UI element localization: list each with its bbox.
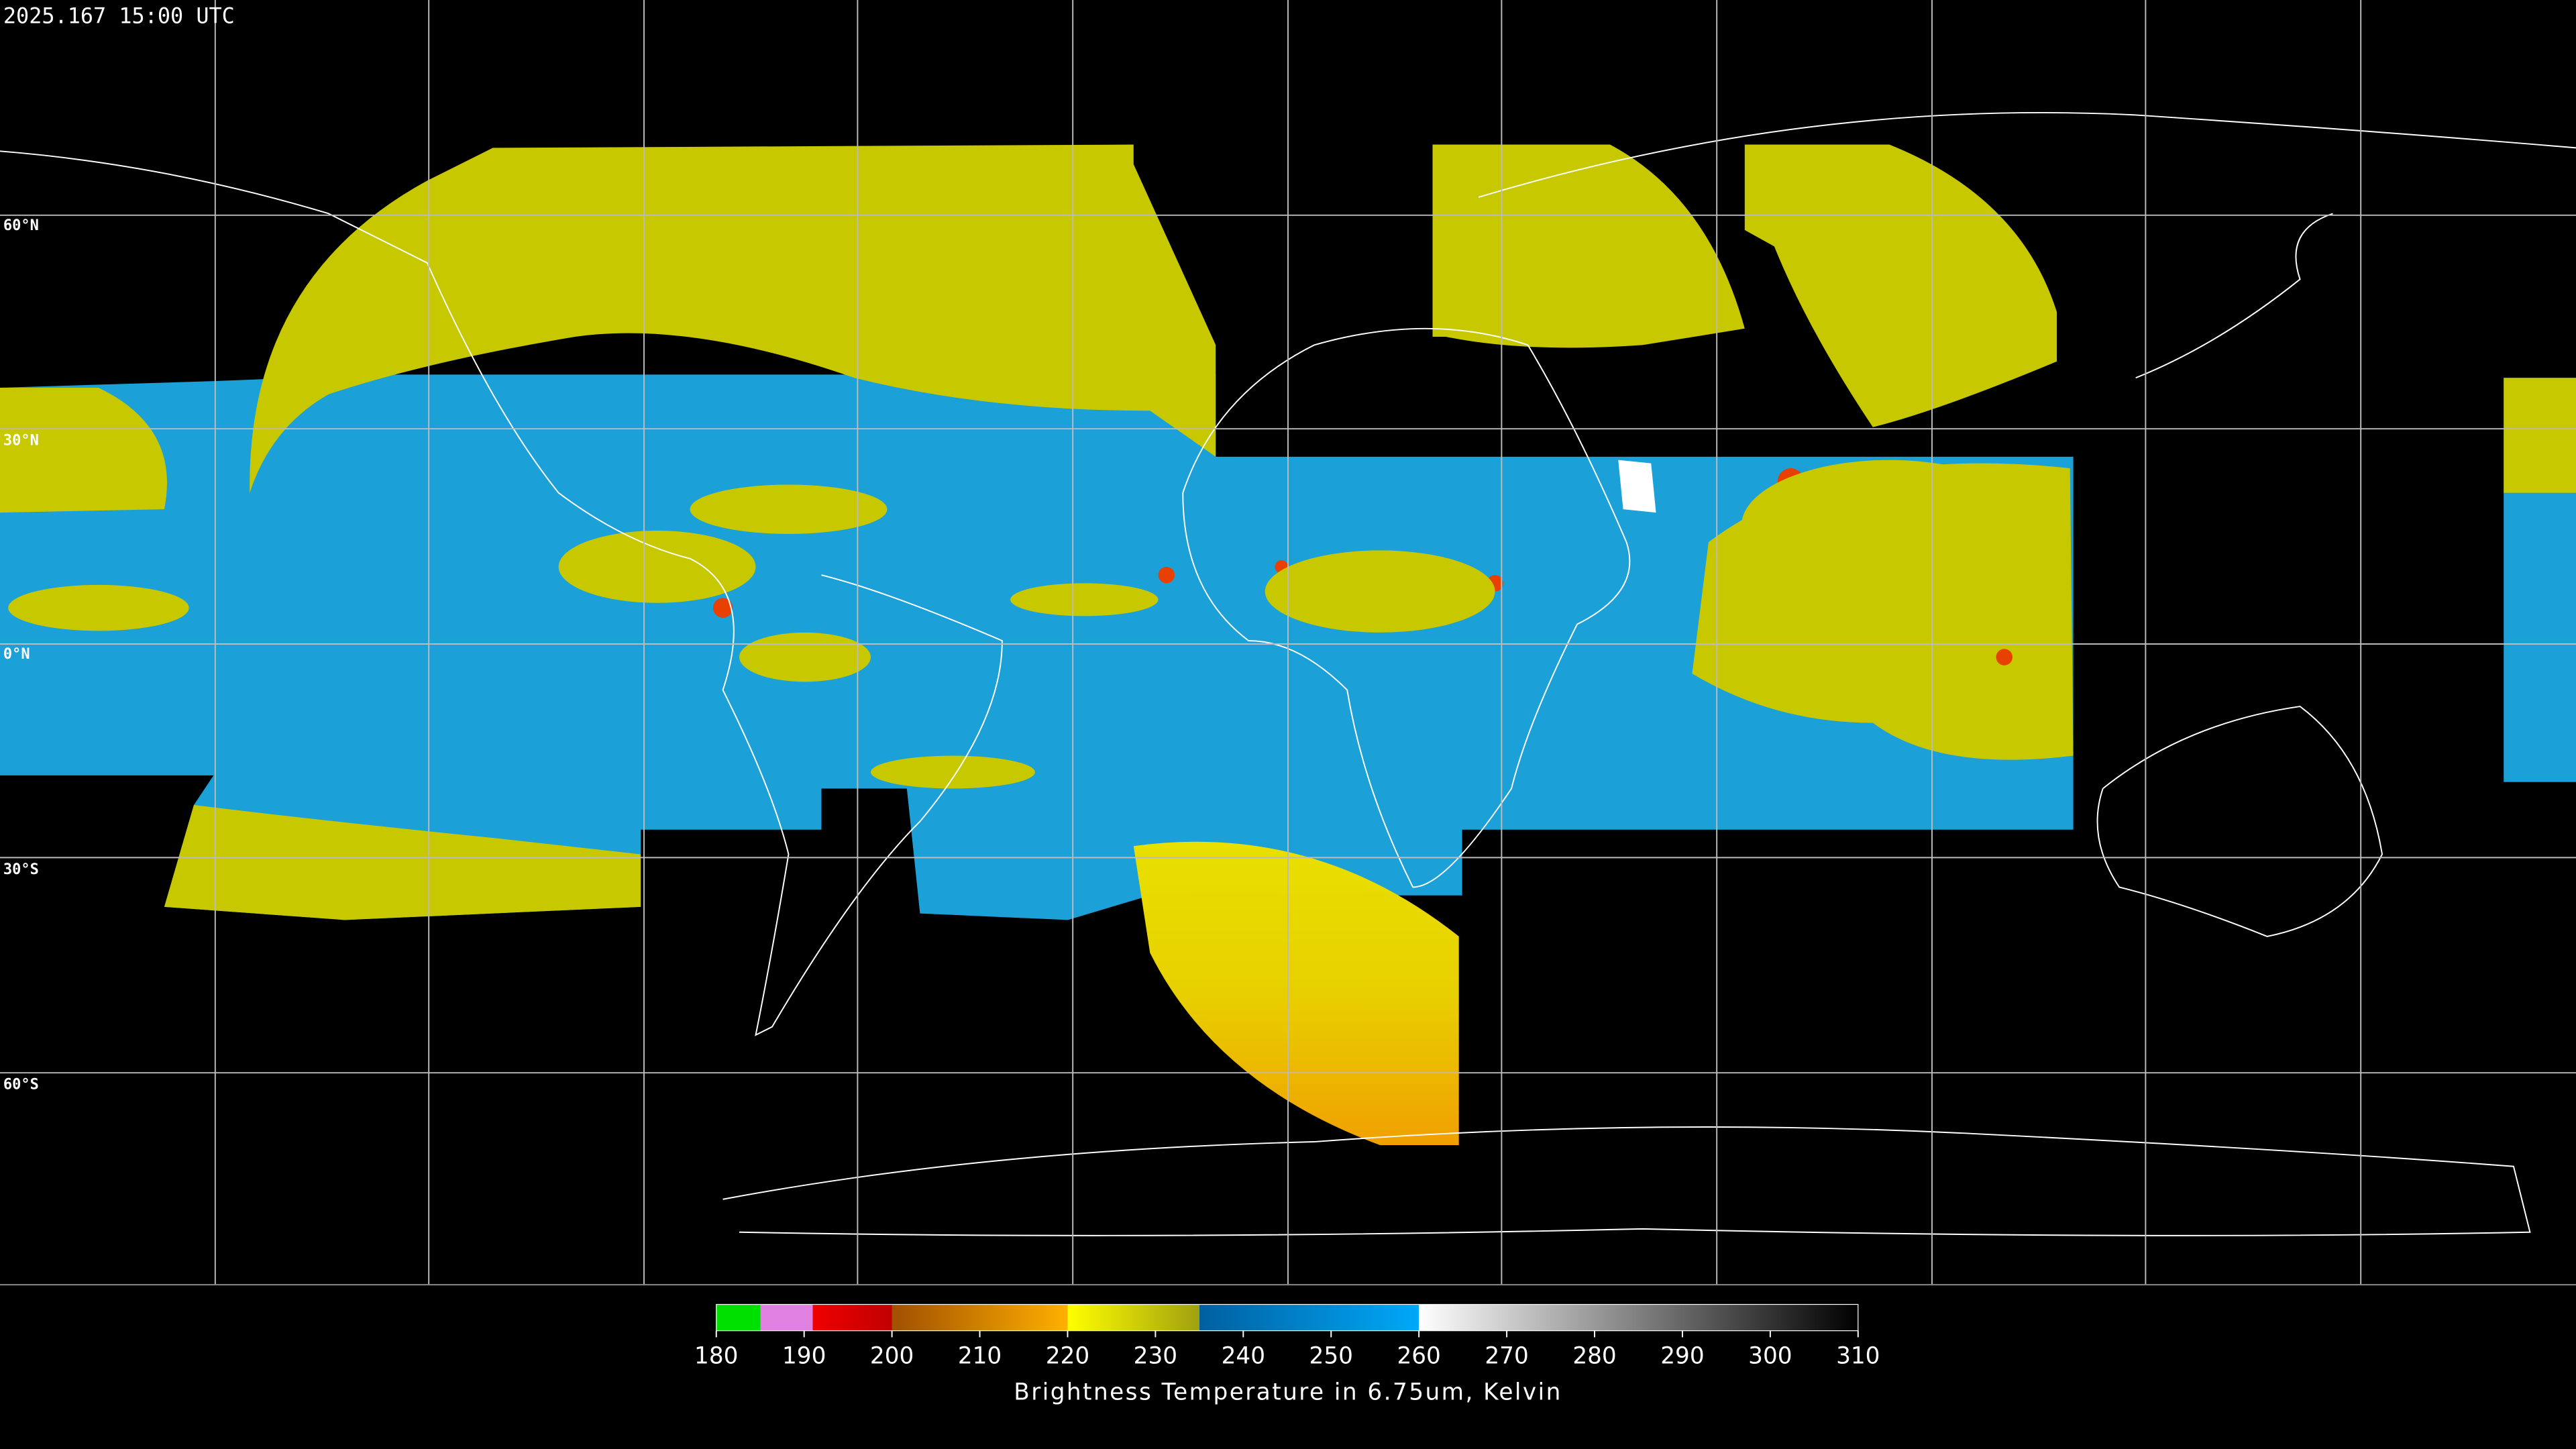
timestamp: 2025.167 15:00 UTC	[3, 3, 235, 28]
lat-label: 30°N	[3, 433, 39, 449]
colorbar-tick-label: 190	[782, 1343, 826, 1370]
colorbar-tick-label: 300	[1748, 1343, 1792, 1370]
west-pacific-yellow	[0, 387, 167, 513]
water-vapor-blue	[0, 374, 2074, 920]
south-atlantic-disk	[1133, 841, 1459, 1145]
coastlines	[0, 111, 2576, 1236]
lat-label: 30°S	[3, 861, 39, 878]
convection-yellow	[8, 460, 2037, 789]
south-pacific-yellow	[164, 805, 641, 920]
graticule	[0, 0, 2576, 1285]
colorbar-tick-label: 210	[958, 1343, 1002, 1370]
colorbar-tick-label: 230	[1134, 1343, 1177, 1370]
colorbar-tick-label: 270	[1485, 1343, 1528, 1370]
europe-disk-yellow	[1432, 144, 1745, 348]
colorbar-tick-label: 200	[870, 1343, 914, 1370]
lat-label: 0°N	[3, 646, 30, 663]
colorbar-tick-label: 310	[1836, 1343, 1880, 1370]
satellite-imagery	[0, 144, 2576, 1145]
colorbar-title: Brightness Temperature in 6.75um, Kelvin	[1014, 1379, 1562, 1406]
colorbar-ticks: 180 190 200 210 220 230 240 250 260 270 280 290 300 3…	[694, 1330, 1880, 1370]
colorbar-tick-label: 180	[694, 1343, 738, 1370]
colorbar-tick-label: 260	[1397, 1343, 1440, 1370]
colorbar-tick-label: 290	[1660, 1343, 1704, 1370]
colorbar-tick-label: 220	[1046, 1343, 1089, 1370]
arabia-warm	[1618, 460, 1656, 513]
east-strip-yellow	[2504, 378, 2576, 493]
west-disk-yellow	[250, 144, 1216, 493]
lat-label: 60°S	[3, 1077, 39, 1093]
lat-label: 60°N	[3, 217, 39, 234]
colorbar-tick-label: 240	[1222, 1343, 1265, 1370]
colorbar	[716, 1303, 1859, 1332]
colorbar-tick-label: 280	[1572, 1343, 1616, 1370]
colorbar-tick-label: 250	[1309, 1343, 1353, 1370]
